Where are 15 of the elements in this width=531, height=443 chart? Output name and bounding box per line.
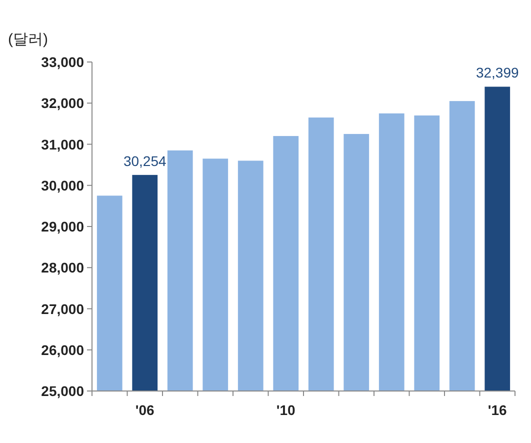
y-tick-label: 31,000 — [41, 136, 84, 152]
y-tick-label: 33,000 — [41, 54, 84, 70]
y-tick-label: 25,000 — [41, 383, 84, 399]
x-tick-label: '16 — [488, 402, 508, 418]
y-tick-label: 30,000 — [41, 177, 84, 194]
data-label: 30,254 — [123, 152, 166, 169]
data-label: 32,399 — [476, 64, 519, 81]
y-axis-title: (달러) — [8, 31, 48, 48]
y-tick-label: 27,000 — [41, 300, 84, 317]
y-tick-label: 29,000 — [41, 218, 84, 234]
y-tick-label: 28,000 — [41, 260, 84, 276]
y-tick-label: 26,000 — [41, 342, 84, 358]
y-tick-label: 32,000 — [41, 95, 84, 112]
x-tick-label: '10 — [276, 402, 296, 418]
x-tick-label: '06 — [135, 402, 155, 418]
